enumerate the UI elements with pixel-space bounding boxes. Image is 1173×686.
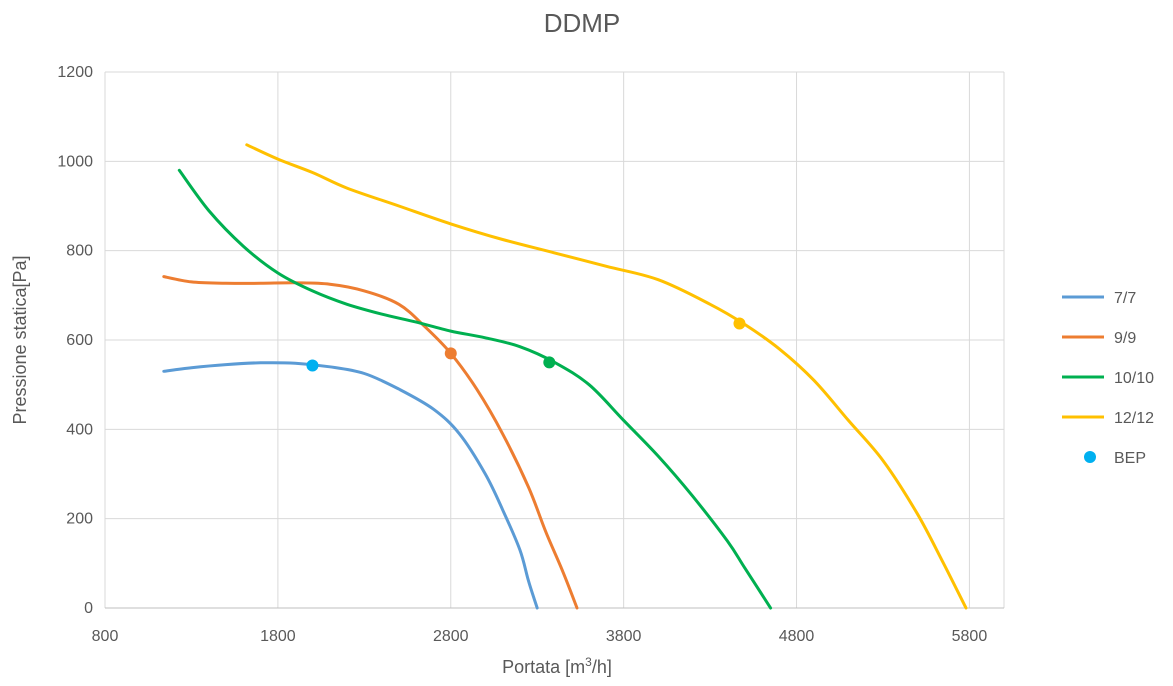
y-axis-title: Pressione statica[Pa] xyxy=(10,255,30,424)
legend-label-7-7: 7/7 xyxy=(1114,290,1136,307)
y-tick-label: 1000 xyxy=(57,153,93,170)
bep-point-10-10 xyxy=(543,356,556,369)
bep-point-9-9 xyxy=(444,347,457,360)
series-lines xyxy=(162,143,968,610)
x-axis-title-unit: /h] xyxy=(592,657,612,677)
x-axis-title-text: Portata [m xyxy=(502,657,585,677)
bep-point-12-12 xyxy=(733,317,746,330)
grid xyxy=(104,71,1005,609)
x-axis-title-superscript: 3 xyxy=(585,655,592,669)
legend-label-bep: BEP xyxy=(1114,450,1146,467)
y-tick-label: 200 xyxy=(66,511,93,528)
series-line-7-7 xyxy=(162,361,539,610)
x-tick-label: 4800 xyxy=(779,628,815,645)
y-tick-label: 1200 xyxy=(57,64,93,81)
x-tick-label: 3800 xyxy=(606,628,642,645)
series-line-12-12 xyxy=(245,143,968,610)
legend-label-10-10: 10/10 xyxy=(1114,370,1154,387)
legend-label-9-9: 9/9 xyxy=(1114,330,1136,347)
y-tick-label: 0 xyxy=(84,600,93,617)
x-axis-title: Portata [m3/h] xyxy=(502,655,612,677)
x-tick-label: 1800 xyxy=(260,628,296,645)
x-tick-label: 800 xyxy=(92,628,119,645)
series-line-9-9 xyxy=(162,275,579,610)
bep-markers xyxy=(306,317,746,372)
y-tick-label: 800 xyxy=(66,243,93,260)
series-line-10-10 xyxy=(177,168,773,610)
legend-label-12-12: 12/12 xyxy=(1114,410,1154,427)
legend: 7/7 9/9 10/10 12/12 BEP xyxy=(1062,290,1154,467)
x-tick-label: 5800 xyxy=(952,628,988,645)
chart-title: DDMP xyxy=(544,8,621,38)
axes: 0 200 400 600 800 1000 1200 800 1800 2800 3800 4800… xyxy=(57,64,1004,645)
y-tick-label: 400 xyxy=(66,421,93,438)
y-tick-label: 600 xyxy=(66,332,93,349)
legend-marker-bep xyxy=(1084,451,1096,463)
bep-point-7-7 xyxy=(306,359,319,372)
x-tick-label: 2800 xyxy=(433,628,469,645)
